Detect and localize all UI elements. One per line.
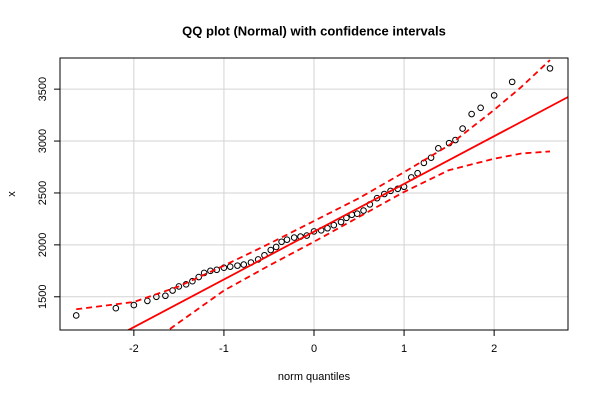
- x-tick-label: -2: [129, 343, 139, 355]
- point: [546, 65, 554, 72]
- point: [459, 125, 466, 132]
- point: [380, 190, 388, 198]
- x-tick-label: 0: [311, 343, 317, 355]
- point: [330, 221, 338, 229]
- y-tick-label: 2000: [37, 233, 49, 257]
- x-tick-label: 1: [401, 343, 407, 355]
- y-tick-label: 3500: [37, 77, 49, 101]
- confidence-band: [76, 59, 551, 311]
- x-tick-label: 2: [491, 343, 497, 355]
- x-tick-label: -1: [219, 343, 229, 355]
- point: [130, 301, 138, 309]
- point: [353, 210, 361, 218]
- grid: [60, 58, 568, 330]
- point: [169, 287, 176, 294]
- point: [373, 194, 381, 202]
- point: [72, 312, 80, 319]
- point: [387, 187, 394, 195]
- reference-line: [126, 96, 568, 330]
- chart-title: QQ plot (Normal) with confidence interva…: [182, 23, 446, 38]
- y-axis-label: x: [6, 191, 18, 197]
- y-tick-label: 3000: [37, 129, 49, 153]
- point: [360, 207, 367, 214]
- point: [303, 232, 311, 239]
- x-axis-label: norm quantiles: [278, 371, 351, 383]
- point: [267, 246, 275, 254]
- point: [310, 228, 318, 235]
- point: [477, 104, 484, 112]
- point: [240, 261, 248, 268]
- point: [283, 236, 291, 243]
- y-tick-label: 1500: [37, 285, 49, 309]
- point: [162, 292, 169, 300]
- point: [508, 78, 516, 86]
- point: [434, 145, 442, 152]
- point: [175, 283, 183, 290]
- point: [337, 218, 345, 226]
- point: [234, 262, 241, 269]
- point: [144, 297, 151, 305]
- point: [272, 243, 280, 251]
- plot-area: [72, 59, 568, 330]
- confidence-band: [169, 150, 551, 330]
- point: [468, 110, 475, 118]
- point: [490, 92, 498, 99]
- point: [427, 154, 435, 161]
- point: [452, 136, 459, 144]
- point: [226, 263, 234, 270]
- y-tick-label: 2500: [37, 181, 49, 205]
- point: [112, 304, 120, 312]
- point: [195, 273, 203, 281]
- point: [278, 238, 285, 246]
- point: [290, 234, 298, 241]
- point: [189, 277, 196, 285]
